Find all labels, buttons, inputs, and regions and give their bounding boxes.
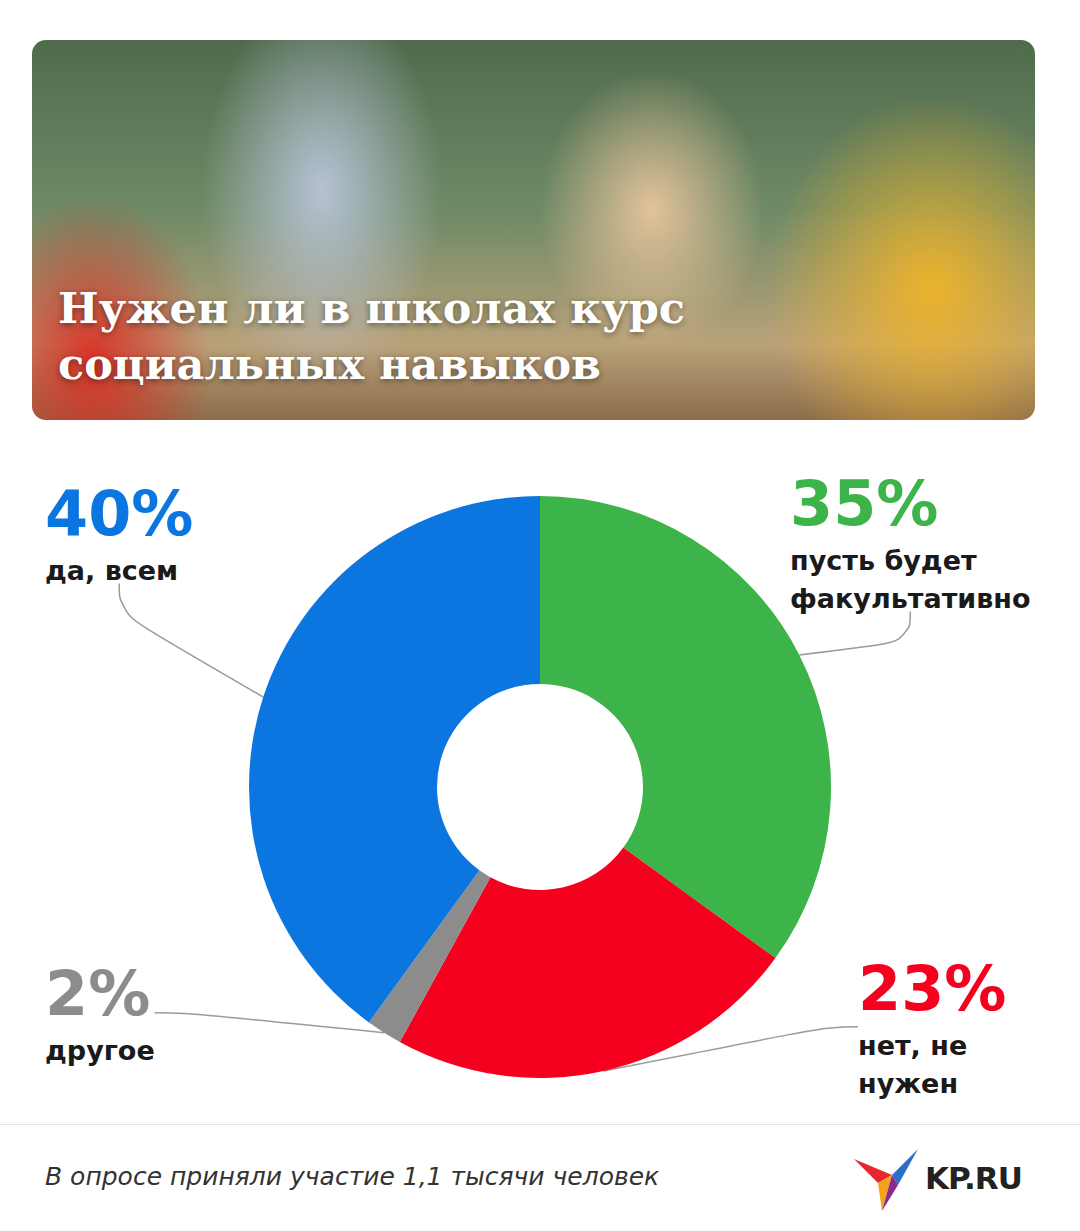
svg-text:нет, не: нет, не xyxy=(858,1030,967,1061)
svg-text:факультативно: факультативно xyxy=(790,583,1031,614)
svg-text:другое: другое xyxy=(45,1035,155,1066)
svg-text:2%: 2% xyxy=(45,957,150,1030)
svg-text:да, всем: да, всем xyxy=(45,555,178,586)
svg-text:23%: 23% xyxy=(858,952,1006,1025)
svg-text:35%: 35% xyxy=(790,467,938,540)
svg-text:пусть будет: пусть будет xyxy=(790,545,977,576)
svg-text:нужен: нужен xyxy=(858,1068,958,1099)
svg-text:40%: 40% xyxy=(45,477,193,550)
html-text:KP.RU: KP.RU xyxy=(925,1160,1022,1196)
html-text:Нужен ли в школах курс социаль: Нужен ли в школах курс социальных навыко… xyxy=(58,283,685,389)
html-text:В опросе приняли участие 1,1 т: В опросе приняли участие 1,1 тысячи чело… xyxy=(45,1162,660,1191)
